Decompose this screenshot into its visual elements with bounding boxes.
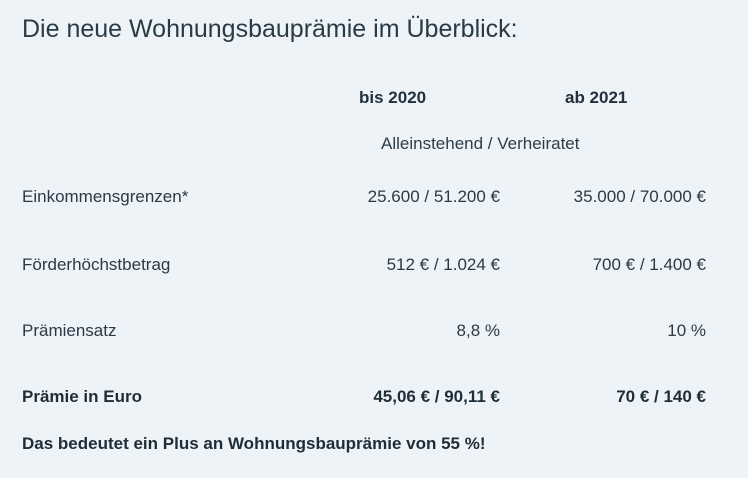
value-ab-2021: 700 € / 1.400 € <box>592 255 706 274</box>
row-label: Förderhöchstbetrag <box>22 255 171 274</box>
table-row-foerderhoechstbetrag: Förderhöchstbetrag 512 € / 1.024 € 700 €… <box>22 254 706 276</box>
summary-text: Das bedeutet ein Plus an Wohnungsbaupräm… <box>22 434 486 453</box>
value-bis-2020: 512 € / 1.024 € <box>386 255 500 274</box>
column-header-bis-2020: bis 2020 <box>359 88 427 107</box>
value-ab-2021: 70 € / 140 € <box>616 387 706 406</box>
table-row-einkommensgrenzen: Einkommensgrenzen* 25.600 / 51.200 € 35.… <box>22 186 706 208</box>
row-label: Einkommensgrenzen* <box>22 187 189 206</box>
value-bis-2020: 8,8 % <box>456 321 500 340</box>
value-bis-2020: 25.600 / 51.200 € <box>367 187 500 206</box>
value-bis-2020: 45,06 € / 90,11 € <box>373 387 500 406</box>
table-row-praemiensatz: Prämiensatz 8,8 % 10 % <box>22 320 706 342</box>
page-title: Die neue Wohnungsbauprämie im Überblick: <box>22 15 518 43</box>
value-ab-2021: 10 % <box>667 321 706 340</box>
value-ab-2021: 35.000 / 70.000 € <box>573 187 706 206</box>
column-header-ab-2021: ab 2021 <box>565 88 628 107</box>
column-subheader: Alleinstehend / Verheiratet <box>381 134 580 153</box>
row-label: Prämiensatz <box>22 321 117 340</box>
row-label: Prämie in Euro <box>22 387 142 406</box>
table-row-praemie-in-euro: Prämie in Euro 45,06 € / 90,11 € 70 € / … <box>22 386 706 408</box>
